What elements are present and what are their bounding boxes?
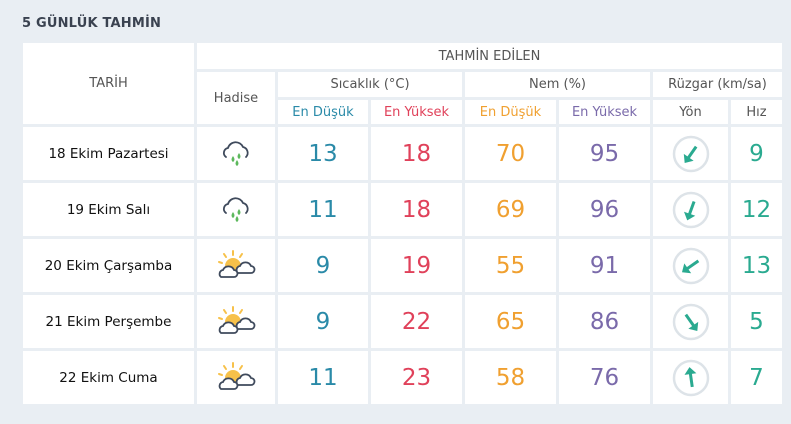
header-event: Hadise	[197, 72, 275, 124]
temp-low-cell: 13	[278, 127, 368, 180]
wind-direction-arrow-icon	[671, 190, 711, 230]
date-cell: 19 Ekim Salı	[23, 183, 194, 236]
wind-direction-cell	[653, 183, 728, 236]
temp-high-cell: 23	[371, 351, 462, 404]
rain-cloud-icon	[218, 140, 254, 168]
temp-high-cell: 18	[371, 127, 462, 180]
wind-direction-cell	[653, 295, 728, 348]
temp-low-cell: 9	[278, 239, 368, 292]
date-cell: 21 Ekim Perşembe	[23, 295, 194, 348]
event-cell	[197, 183, 275, 236]
header-humidity: Nem (%)	[465, 72, 650, 97]
wind-direction-arrow-icon	[671, 302, 711, 342]
forecast-table: TARİH TAHMİN EDİLEN Hadise Sıcaklık (°C)…	[23, 43, 782, 404]
header-temp-high: En Yüksek	[371, 100, 462, 124]
wind-direction-arrow-icon	[671, 358, 711, 398]
humidity-low-cell: 58	[465, 351, 556, 404]
wind-speed-cell: 5	[731, 295, 782, 348]
header-hum-high: En Yüksek	[559, 100, 650, 124]
partly-cloudy-icon	[214, 361, 258, 395]
header-speed: Hız	[731, 100, 782, 124]
wind-speed-cell: 7	[731, 351, 782, 404]
temp-high-cell: 19	[371, 239, 462, 292]
header-direction: Yön	[653, 100, 728, 124]
header-temp: Sıcaklık (°C)	[278, 72, 462, 97]
temp-low-cell: 11	[278, 183, 368, 236]
humidity-low-cell: 55	[465, 239, 556, 292]
date-cell: 18 Ekim Pazartesi	[23, 127, 194, 180]
event-cell	[197, 295, 275, 348]
wind-speed-cell: 13	[731, 239, 782, 292]
wind-speed-cell: 12	[731, 183, 782, 236]
humidity-low-cell: 70	[465, 127, 556, 180]
wind-speed-cell: 9	[731, 127, 782, 180]
partly-cloudy-icon	[214, 249, 258, 283]
wind-direction-cell	[653, 351, 728, 404]
humidity-low-cell: 65	[465, 295, 556, 348]
date-cell: 22 Ekim Cuma	[23, 351, 194, 404]
wind-direction-arrow-icon	[671, 246, 711, 286]
header-hum-low: En Düşük	[465, 100, 556, 124]
header-temp-low: En Düşük	[278, 100, 368, 124]
temp-high-cell: 22	[371, 295, 462, 348]
temp-low-cell: 9	[278, 295, 368, 348]
wind-direction-cell	[653, 239, 728, 292]
wind-direction-arrow-icon	[671, 134, 711, 174]
event-cell	[197, 239, 275, 292]
event-cell	[197, 127, 275, 180]
header-wind: Rüzgar (km/sa)	[653, 72, 782, 97]
header-forecast: TAHMİN EDİLEN	[197, 43, 782, 69]
rain-cloud-icon	[218, 196, 254, 224]
humidity-low-cell: 69	[465, 183, 556, 236]
partly-cloudy-icon	[214, 305, 258, 339]
temp-high-cell: 18	[371, 183, 462, 236]
event-cell	[197, 351, 275, 404]
temp-low-cell: 11	[278, 351, 368, 404]
header-date: TARİH	[23, 43, 194, 124]
humidity-high-cell: 91	[559, 239, 650, 292]
wind-direction-cell	[653, 127, 728, 180]
humidity-high-cell: 95	[559, 127, 650, 180]
humidity-high-cell: 86	[559, 295, 650, 348]
humidity-high-cell: 96	[559, 183, 650, 236]
humidity-high-cell: 76	[559, 351, 650, 404]
page-title: 5 GÜNLÜK TAHMİN	[22, 16, 162, 31]
date-cell: 20 Ekim Çarşamba	[23, 239, 194, 292]
